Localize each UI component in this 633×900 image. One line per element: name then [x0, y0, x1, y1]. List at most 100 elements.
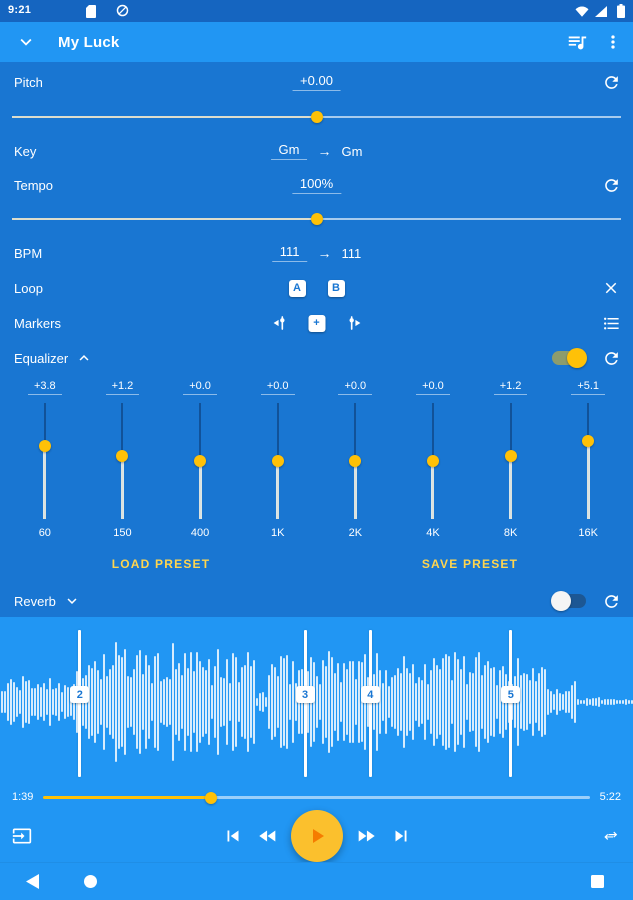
- waveform-marker-line[interactable]: [78, 630, 82, 777]
- waveform-bar: [574, 681, 576, 723]
- eq-slider-thumb[interactable]: [116, 450, 129, 463]
- home-button[interactable]: [78, 870, 102, 894]
- waveform-marker-line[interactable]: [509, 630, 513, 777]
- eq-gain-value[interactable]: +0.0: [260, 380, 295, 395]
- waveform-marker-chip[interactable]: 4: [360, 686, 380, 703]
- eq-gain-value[interactable]: +0.0: [338, 380, 373, 395]
- eq-band-slider[interactable]: [115, 403, 129, 519]
- eq-band-slider[interactable]: [581, 403, 595, 519]
- waveform-bar: [496, 685, 498, 719]
- more-vert-icon[interactable]: [601, 30, 625, 54]
- waveform-bar: [331, 656, 333, 748]
- data-saver-icon: [116, 4, 129, 17]
- eq-band-slider[interactable]: [193, 403, 207, 519]
- eq-track-active: [353, 461, 357, 519]
- eq-gain-value[interactable]: +3.8: [27, 380, 62, 395]
- tempo-value-field[interactable]: 100%: [291, 176, 342, 194]
- rewind-icon[interactable]: [256, 824, 280, 848]
- reverb-chevron-down-icon[interactable]: [62, 591, 82, 611]
- loop-a-button[interactable]: A: [288, 279, 306, 297]
- pitch-reset-refresh-icon[interactable]: [599, 70, 623, 94]
- loop-b-button[interactable]: B: [327, 279, 345, 297]
- play-button[interactable]: [290, 810, 343, 862]
- eq-band-slider[interactable]: [426, 403, 440, 519]
- waveform-bar: [235, 656, 237, 748]
- eq-slider-thumb[interactable]: [504, 450, 517, 463]
- waveform-bar: [601, 700, 603, 704]
- collapse-chevron-down-icon[interactable]: [14, 30, 38, 54]
- waveform-bar: [265, 696, 267, 708]
- tempo-slider-thumb[interactable]: [310, 213, 323, 225]
- back-button[interactable]: [21, 870, 45, 894]
- eq-slider-thumb[interactable]: [582, 435, 595, 448]
- waveform-bar: [52, 688, 54, 716]
- waveform[interactable]: 2 3 4 5: [0, 617, 633, 784]
- progress-slider[interactable]: [43, 790, 590, 804]
- waveform-bar: [112, 665, 114, 739]
- pitch-value-field[interactable]: +0.00: [292, 73, 341, 91]
- eq-slider-thumb[interactable]: [271, 455, 284, 467]
- waveform-bar: [487, 660, 489, 744]
- waveform-marker-chip[interactable]: 5: [501, 686, 521, 703]
- waveform-bar: [385, 669, 387, 735]
- waveform-bar: [124, 649, 126, 755]
- swap-horiz-icon[interactable]: [599, 824, 623, 848]
- add-marker-button[interactable]: +: [308, 314, 325, 332]
- next-marker-icon[interactable]: [342, 311, 366, 335]
- input-jump-icon[interactable]: [10, 824, 34, 848]
- waveform-marker-line[interactable]: [368, 630, 372, 777]
- waveform-bar: [100, 679, 102, 725]
- skip-next-icon[interactable]: [389, 824, 413, 848]
- recents-button[interactable]: [585, 870, 609, 894]
- marker-list-icon[interactable]: [599, 311, 623, 335]
- waveform-marker-chip[interactable]: 2: [70, 686, 90, 703]
- load-preset-button[interactable]: LOAD PRESET: [111, 557, 211, 571]
- tempo-label: Tempo: [14, 177, 54, 193]
- eq-slider-thumb[interactable]: [349, 455, 362, 467]
- waveform-bar: [409, 672, 411, 732]
- waveform-bar: [568, 690, 570, 714]
- key-row: Key Gm → Gm: [0, 134, 633, 168]
- reverb-reset-refresh-icon[interactable]: [599, 589, 623, 613]
- waveform-bar: [16, 687, 18, 717]
- save-preset-button[interactable]: SAVE PRESET: [421, 557, 519, 571]
- waveform-bar: [280, 656, 282, 748]
- progress-thumb[interactable]: [205, 791, 218, 804]
- equalizer-toggle[interactable]: [551, 348, 587, 368]
- bpm-from-field[interactable]: 111: [271, 244, 308, 262]
- tempo-slider[interactable]: [12, 202, 621, 236]
- waveform-bar: [205, 670, 207, 734]
- pitch-slider[interactable]: [12, 100, 621, 134]
- eq-slider-thumb[interactable]: [38, 440, 51, 453]
- eq-gain-value[interactable]: +0.0: [416, 380, 450, 395]
- tempo-reset-refresh-icon[interactable]: [599, 173, 623, 197]
- skip-previous-icon[interactable]: [221, 824, 245, 848]
- eq-gain-value[interactable]: +1.2: [105, 380, 140, 395]
- waveform-bar: [184, 652, 186, 752]
- eq-gain-value[interactable]: +1.2: [493, 380, 528, 395]
- eq-band-slider[interactable]: [38, 403, 52, 519]
- key-from-field[interactable]: Gm: [270, 142, 308, 160]
- equalizer-reset-refresh-icon[interactable]: [599, 346, 623, 370]
- eq-gain-value[interactable]: +5.1: [571, 380, 606, 395]
- pitch-label: Pitch: [14, 74, 43, 90]
- waveform-bar: [67, 686, 69, 718]
- waveform-bar: [136, 655, 138, 749]
- waveform-marker-chip[interactable]: 3: [295, 686, 315, 703]
- equalizer-chevron-up-icon[interactable]: [74, 348, 94, 368]
- loop-close-icon[interactable]: [599, 276, 623, 300]
- eq-slider-thumb[interactable]: [194, 455, 207, 467]
- pitch-slider-thumb[interactable]: [310, 111, 323, 123]
- eq-gain-value[interactable]: +0.0: [183, 380, 217, 395]
- eq-slider-thumb[interactable]: [426, 455, 439, 467]
- tempo-row: Tempo 100%: [0, 168, 633, 202]
- previous-marker-icon[interactable]: [267, 311, 291, 335]
- reverb-toggle[interactable]: [551, 591, 587, 611]
- eq-band-slider[interactable]: [271, 403, 285, 519]
- waveform-bar: [28, 679, 30, 725]
- eq-band-slider[interactable]: [348, 403, 362, 519]
- waveform-marker-line[interactable]: [303, 630, 307, 777]
- fast-forward-icon[interactable]: [354, 824, 378, 848]
- queue-music-icon[interactable]: [565, 30, 589, 54]
- eq-band-slider[interactable]: [504, 403, 518, 519]
